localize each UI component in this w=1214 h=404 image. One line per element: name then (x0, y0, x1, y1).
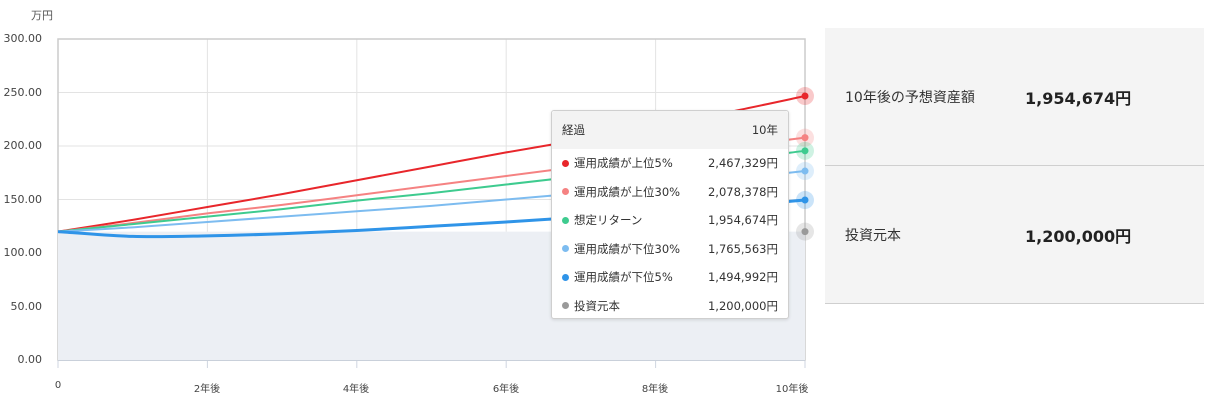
summary-row-principal: 投資元本 1,200,000円 (825, 166, 1204, 304)
tooltip-row-top30: 運用成績が上位30% 2,078,378円 (552, 178, 788, 207)
tooltip-row-top5: 運用成績が上位5% 2,467,329円 (552, 149, 788, 178)
chart-tooltip: 経過 10年 運用成績が上位5% 2,467,329円 運用成績が上位30% 2… (551, 110, 789, 319)
y-axis-unit-label: 万円 (31, 9, 53, 22)
legend-dot-icon (562, 273, 569, 281)
hover-markers (796, 87, 814, 241)
legend-dot-icon (562, 245, 569, 253)
tooltip-row-bottom5: 運用成績が下位5% 1,494,992円 (552, 263, 788, 292)
x-tick-8y: 8年後 (641, 384, 669, 395)
summary-row-projected: 10年後の予想資産額 1,954,674円 (825, 28, 1204, 166)
tooltip-row-principal: 投資元本 1,200,000円 (552, 292, 788, 321)
tooltip-row-bottom30: 運用成績が下位30% 1,765,563円 (552, 235, 788, 264)
x-tick-6y: 6年後 (492, 384, 520, 395)
y-tick-200: 200.00 (3, 139, 43, 152)
legend-dot-icon (562, 302, 569, 310)
summary-panel: 10年後の予想資産額 1,954,674円 投資元本 1,200,000円 (825, 28, 1204, 304)
x-tick-4y: 4年後 (342, 384, 370, 395)
projected-asset-label: 10年後の予想資産額 (845, 89, 975, 106)
y-tick-0: 0.00 (17, 353, 43, 366)
x-tick-2y: 2年後 (193, 384, 221, 395)
tooltip-header-label: 経過 (562, 123, 585, 137)
y-tick-150: 150.00 (3, 193, 43, 206)
projected-asset-value: 1,954,674円 (1025, 88, 1132, 108)
y-tick-50: 50.00 (10, 300, 43, 313)
y-tick-250: 250.00 (3, 86, 43, 99)
principal-value: 1,200,000円 (1025, 226, 1132, 246)
y-tick-300: 300.00 (3, 32, 43, 45)
y-tick-100: 100.00 (3, 246, 43, 259)
tooltip-row-expected: 想定リターン 1,954,674円 (552, 206, 788, 235)
principal-label: 投資元本 (845, 227, 901, 244)
legend-dot-icon (562, 188, 569, 196)
legend-dot-icon (562, 159, 569, 167)
x-tick-0: 0 (54, 380, 62, 391)
x-tick-10y: 10年後 (775, 384, 809, 395)
asset-projection-chart: 万円 300.00 250.00 200.00 150.00 100.00 50… (3, 9, 814, 395)
tooltip-header: 経過 10年 (552, 111, 788, 149)
legend-dot-icon (562, 216, 569, 224)
tooltip-header-value: 10年 (751, 123, 778, 137)
